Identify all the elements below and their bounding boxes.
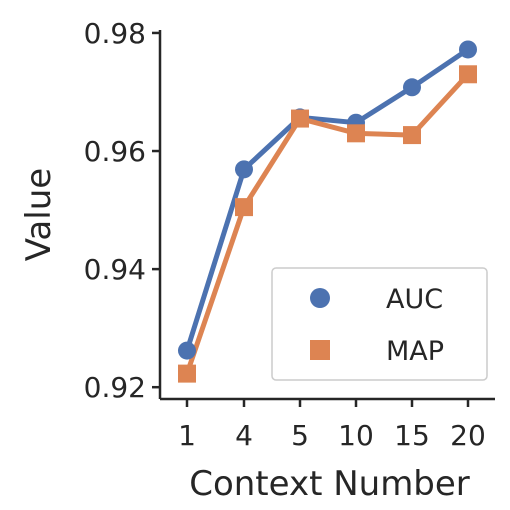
series-line-auc bbox=[184, 46, 471, 354]
legend-marker-map bbox=[310, 340, 330, 360]
series-layer bbox=[178, 40, 477, 383]
y-ticks: 0.92 0.94 0.96 0.98 bbox=[84, 17, 160, 404]
data-point-map bbox=[235, 198, 253, 217]
y-axis-title: Value bbox=[19, 168, 59, 261]
x-tick-label: 5 bbox=[291, 419, 309, 452]
legend-label-map: MAP bbox=[386, 336, 444, 367]
x-tick-label: 20 bbox=[450, 419, 486, 452]
legend: AUC MAP bbox=[271, 267, 488, 381]
x-tick-label: 15 bbox=[394, 419, 430, 452]
series-line-map bbox=[184, 71, 471, 377]
data-point-auc bbox=[459, 40, 477, 59]
y-tick-label: 0.92 bbox=[84, 371, 146, 404]
data-point-map bbox=[459, 65, 477, 84]
data-point-auc bbox=[178, 341, 196, 360]
legend-marker-auc bbox=[310, 288, 330, 308]
data-point-auc bbox=[403, 78, 421, 97]
x-tick-label: 4 bbox=[235, 419, 253, 452]
data-point-auc bbox=[235, 160, 253, 179]
y-tick-label: 0.96 bbox=[84, 135, 146, 168]
y-tick-label: 0.98 bbox=[84, 17, 146, 50]
x-tick-label: 10 bbox=[338, 419, 374, 452]
x-axis-title: Context Number bbox=[189, 464, 470, 504]
data-point-map bbox=[403, 126, 421, 145]
legend-label-auc: AUC bbox=[386, 284, 443, 315]
legend-box bbox=[271, 267, 488, 381]
data-point-map bbox=[347, 124, 365, 143]
y-tick-label: 0.94 bbox=[84, 253, 146, 286]
chart-axes bbox=[158, 30, 495, 401]
data-point-map bbox=[178, 364, 196, 383]
x-ticks: 1 4 5 10 15 20 bbox=[178, 399, 486, 452]
x-tick-label: 1 bbox=[178, 419, 196, 452]
data-point-map bbox=[291, 109, 309, 128]
